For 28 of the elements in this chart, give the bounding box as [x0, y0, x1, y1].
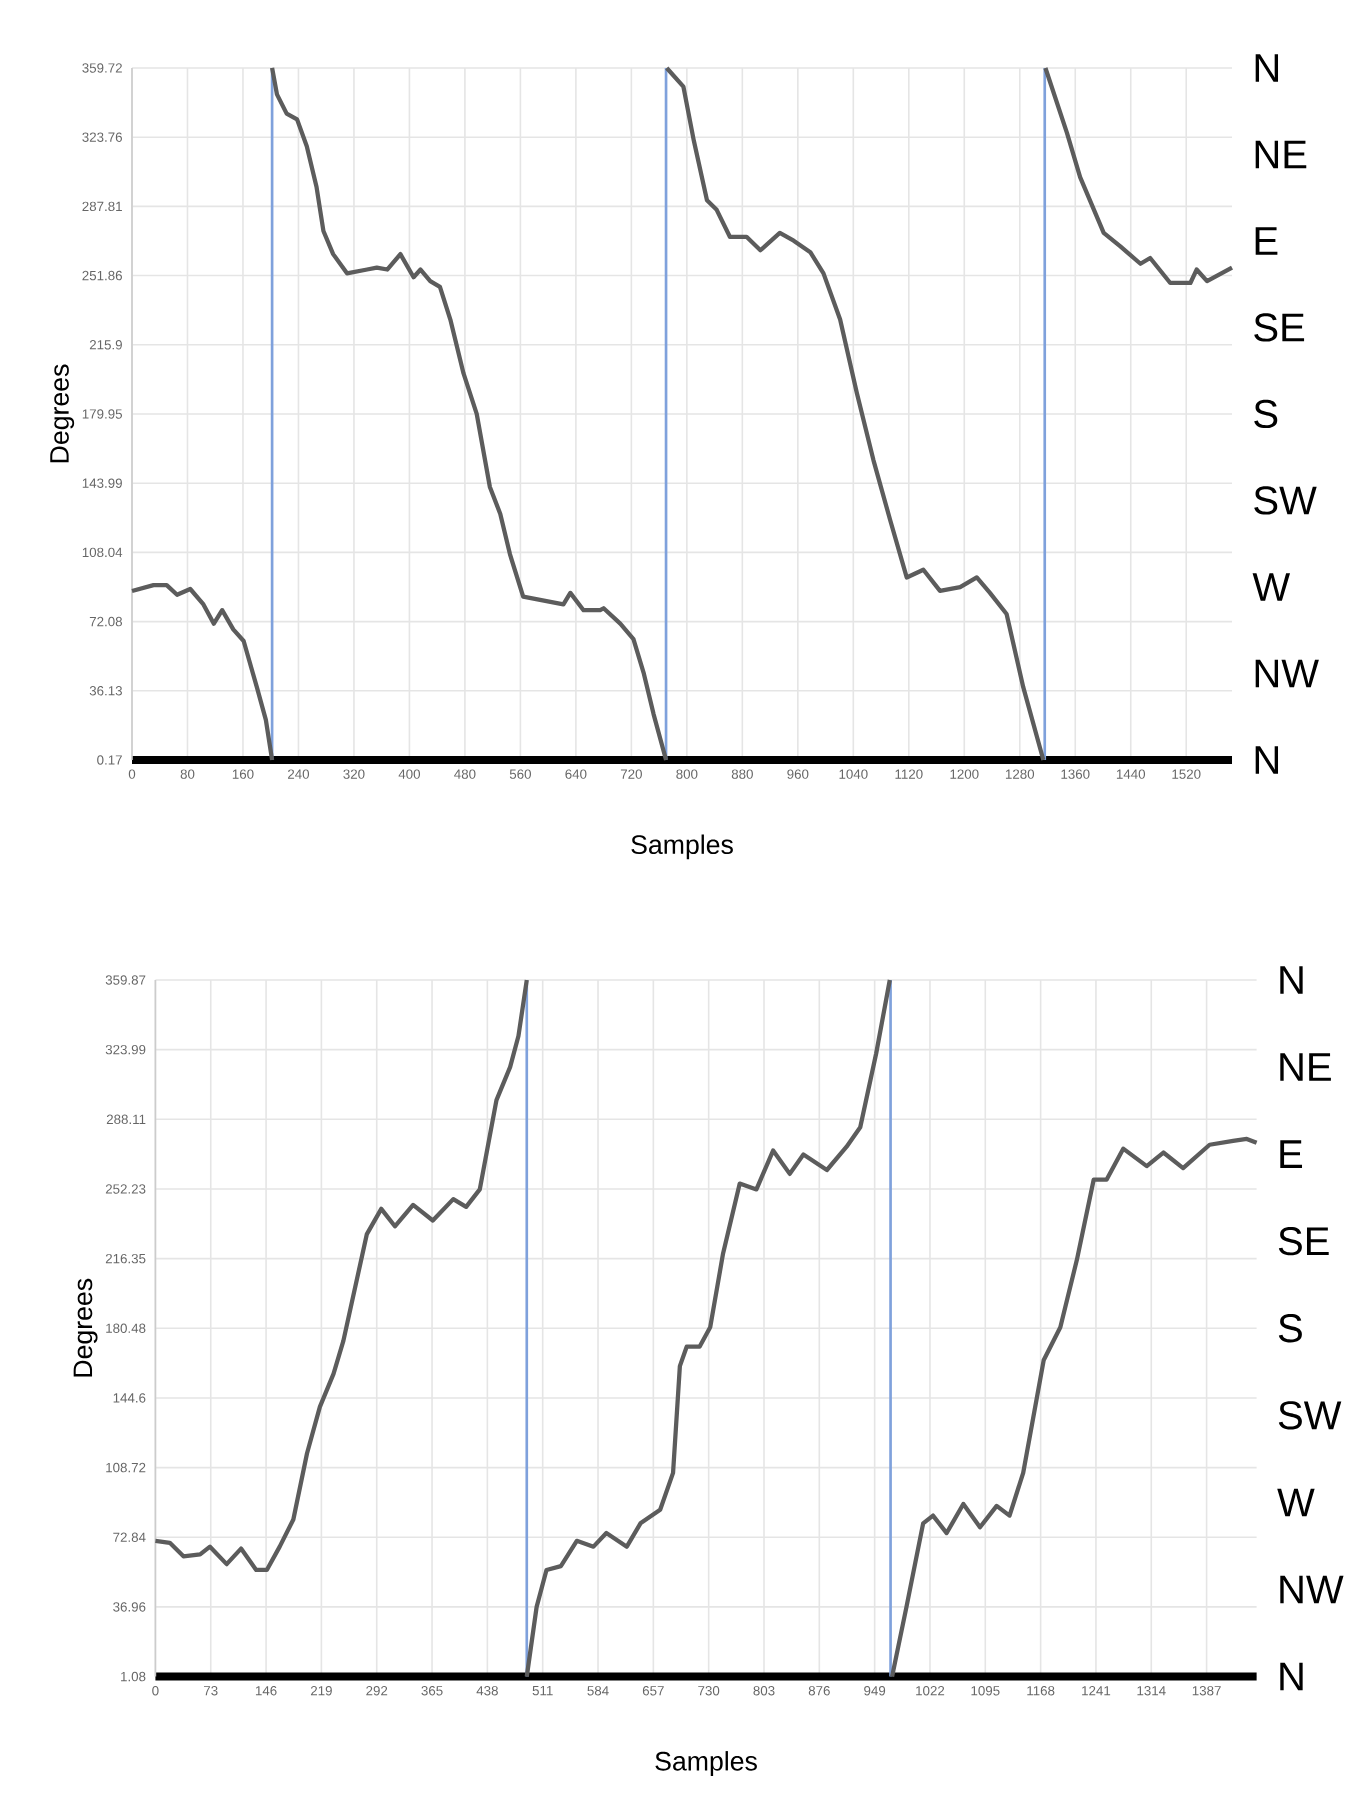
text: SW — [1278, 1401, 1342, 1430]
x-axis-title: Samples — [631, 834, 733, 860]
text: W — [1277, 1488, 1315, 1517]
text: SE — [1254, 313, 1305, 342]
text: S — [1254, 399, 1278, 429]
text: N — [1280, 966, 1303, 994]
text: SE — [1278, 1227, 1329, 1256]
text: NW — [1280, 1575, 1344, 1604]
text: NE — [1280, 1053, 1331, 1081]
line-series — [664, 65, 1046, 763]
text: SW — [1254, 486, 1317, 515]
line-series — [524, 977, 892, 1679]
y-axis-title: Degrees — [73, 1278, 98, 1377]
text: S — [1278, 1314, 1302, 1343]
text: NW — [1255, 659, 1319, 688]
text: E — [1280, 1140, 1303, 1168]
x-axis-title: Samples — [655, 1751, 757, 1776]
text: NE — [1255, 140, 1307, 169]
text: W — [1252, 573, 1291, 601]
text: N — [1255, 54, 1279, 82]
line-series — [1043, 65, 1235, 286]
text: N — [1255, 746, 1279, 774]
text: E — [1255, 227, 1278, 255]
y-axis-title: Degrees — [50, 364, 75, 463]
line-series — [153, 977, 529, 1573]
text: N — [1280, 1662, 1303, 1691]
line-series — [129, 583, 275, 763]
line-series — [889, 1136, 1259, 1679]
